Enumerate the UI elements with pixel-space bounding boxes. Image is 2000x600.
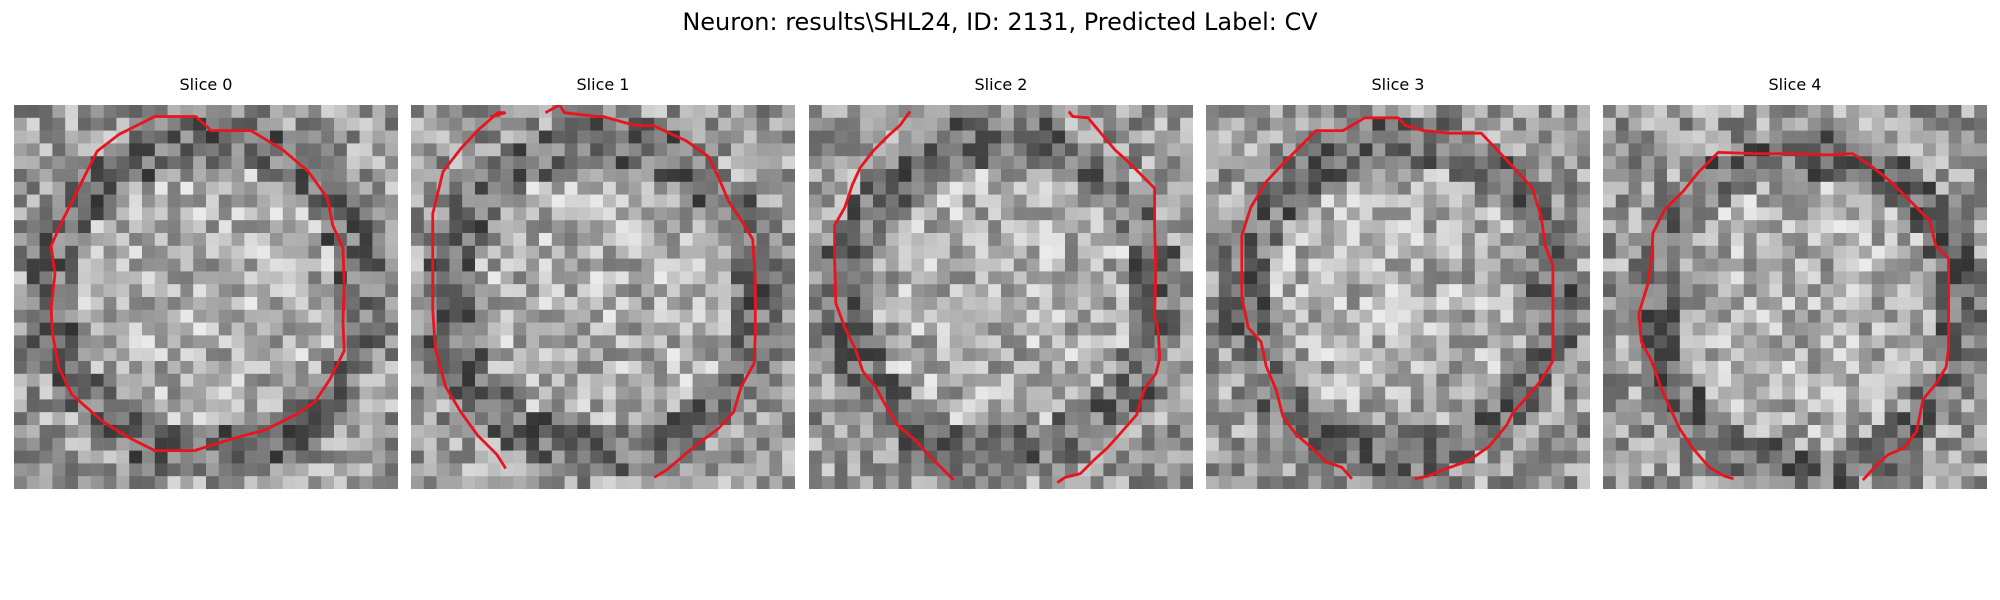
slice-panel-4: Slice 4 (1603, 75, 1987, 489)
contour-line (544, 105, 757, 479)
grayscale-image (411, 105, 795, 489)
grayscale-image (1206, 105, 1590, 489)
contour-line (1240, 116, 1555, 481)
contour-line (431, 111, 507, 470)
slice-panel-1: Slice 1 (411, 75, 795, 489)
slice-image (411, 105, 795, 489)
slice-title: Slice 4 (1768, 75, 1822, 94)
grayscale-image (14, 105, 398, 489)
figure-title: Neuron: results\SHL24, ID: 2131, Predict… (682, 8, 1318, 36)
contour-line (833, 110, 955, 482)
contour-line (1637, 150, 1951, 481)
slice-title: Slice 2 (974, 75, 1028, 94)
slice-panel-3: Slice 3 (1206, 75, 1590, 489)
slice-image (1603, 105, 1987, 489)
slice-panel-2: Slice 2 (809, 75, 1193, 489)
slice-title: Slice 3 (1371, 75, 1425, 94)
grayscale-image (809, 105, 1193, 489)
contour-line (49, 115, 346, 453)
slice-panel-0: Slice 0 (14, 75, 398, 489)
slice-image (1206, 105, 1590, 489)
slice-title: Slice 0 (179, 75, 233, 94)
contour-line (1056, 110, 1162, 484)
slice-title: Slice 1 (576, 75, 630, 94)
slice-image (809, 105, 1193, 489)
grayscale-image (1603, 105, 1987, 489)
slice-image (14, 105, 398, 489)
